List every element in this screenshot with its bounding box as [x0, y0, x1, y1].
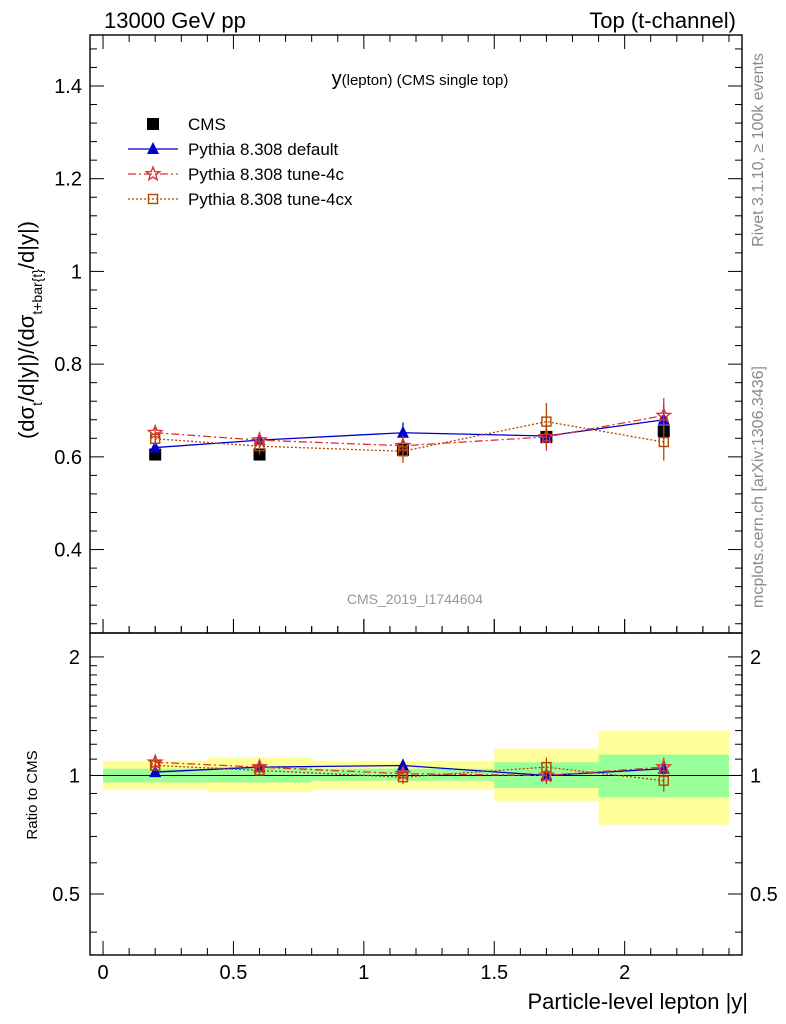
data-point-pythia-8-308-tune-4cx: [254, 440, 265, 452]
x-tick-label: 1: [358, 962, 369, 984]
y-tick-label: 1.4: [54, 76, 82, 98]
ratio-point-pythia-8-308-tune-4cx: [254, 765, 265, 776]
legend-label-pythia-8-308-default: Pythia 8.308 default: [188, 140, 339, 159]
data-point-pythia-8-308-tune-4cx: [149, 433, 161, 444]
ratio-line-pythia-8-308-tune-4c: [155, 761, 664, 777]
x-tick-label: 0: [97, 962, 108, 984]
energy-label: 13000 GeV pp: [104, 8, 246, 33]
legend-marker-cms: [147, 118, 159, 130]
ratio-point-pythia-8-308-default: [149, 765, 162, 778]
data-point-pythia-8-308-default: [396, 425, 409, 438]
ratio-y-tick-label-right: 2: [750, 647, 761, 669]
ratio-y-axis-label: Ratio to CMS: [24, 750, 41, 839]
ratio-point-pythia-8-308-tune-4cx: [397, 771, 409, 783]
mcplots-source-label: mcplots.cern.ch [arXiv:1306.3436]: [750, 366, 767, 608]
data-point-pythia-8-308-tune-4c: [655, 406, 673, 423]
data-point-pythia-8-308-tune-4cx: [658, 436, 669, 448]
series-line-pythia-8-308-tune-4c: [155, 414, 664, 447]
ratio-point-pythia-8-308-default: [396, 758, 409, 771]
y-tick-label: 0.4: [54, 540, 82, 562]
legend-marker-pythia-8-308-default: [147, 142, 159, 154]
plot-title: y(lepton) (CMS single top): [332, 68, 509, 90]
y-tick-label: 0.6: [54, 447, 82, 469]
main-plot-panel: 0.4 0.6 0.8 1 1.2 1.4: [54, 34, 743, 634]
data-point-pythia-8-308-tune-4cx: [397, 446, 409, 457]
ratio-y-tick-label-right: 1: [750, 765, 761, 787]
y-tick-label: 1.2: [54, 169, 82, 191]
ratio-y-tick-label: 2: [69, 647, 80, 669]
ratio-point-pythia-8-308-tune-4cx: [149, 760, 161, 771]
y-tick-label: 1: [71, 261, 82, 283]
ratio-point-pythia-8-308-tune-4cx: [658, 775, 669, 786]
ratio-point-pythia-8-308-tune-4cx: [541, 761, 552, 773]
data-point-pythia-8-308-tune-4cx: [541, 416, 552, 427]
ratio-point-pythia-8-308-tune-4c: [537, 766, 555, 783]
legend: CMS Pythia 8.308 default Pythia 8.308 tune…: [128, 115, 353, 209]
ratio-plot-panel: 0 0.5 1 1.5 2 0.5 0.5 1 1 2 2: [52, 619, 778, 984]
legend-label-pythia-8-308-tune-4c: Pythia 8.308 tune-4c: [188, 165, 344, 184]
legend-marker-pythia-8-308-tune-4cx: [147, 193, 159, 205]
ratio-point-pythia-8-308-tune-4c: [655, 758, 673, 775]
x-axis-label: Particle-level lepton |y|: [527, 989, 748, 1014]
legend-label-cms: CMS: [188, 115, 226, 134]
x-tick-label: 0.5: [220, 962, 248, 984]
y-tick-label: 0.8: [54, 354, 82, 376]
x-tick-label: 1.5: [480, 962, 508, 984]
data-point-pythia-8-308-default: [149, 440, 162, 453]
process-label: Top (t-channel): [589, 8, 736, 33]
rivet-version-label: Rivet 3.1.10, ≥ 100k events: [750, 53, 767, 247]
ratio-y-tick-label-right: 0.5: [750, 884, 778, 906]
analysis-id-label: CMS_2019_I1744604: [347, 591, 483, 607]
ratio-y-tick-label: 0.5: [52, 884, 80, 906]
series-line-pythia-8-308-tune-4cx: [155, 420, 664, 452]
legend-marker-pythia-8-308-tune-4c: [144, 165, 162, 182]
y-axis-label: (dσt/d|y|)/(dσt+bar{t}/d|y|): [14, 221, 45, 439]
legend-label-pythia-8-308-tune-4cx: Pythia 8.308 tune-4cx: [188, 190, 353, 209]
ratio-y-tick-label: 1: [69, 765, 80, 787]
x-tick-label: 2: [619, 962, 630, 984]
